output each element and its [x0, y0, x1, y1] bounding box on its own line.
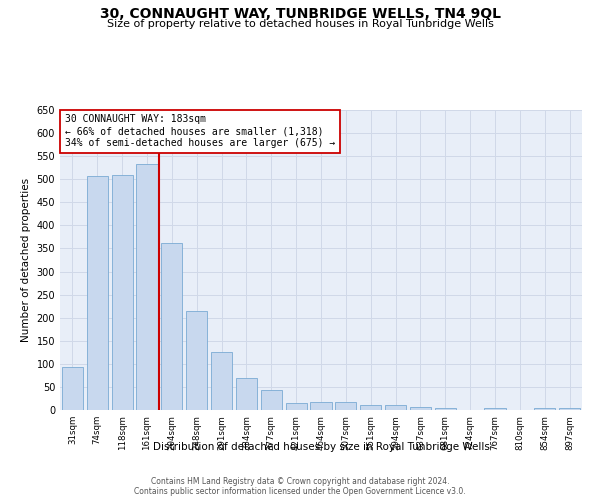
Bar — [385, 406, 406, 410]
Bar — [236, 378, 257, 410]
Bar — [360, 406, 381, 410]
Bar — [112, 175, 133, 410]
Bar — [310, 402, 332, 410]
Bar — [62, 367, 83, 410]
Y-axis label: Number of detached properties: Number of detached properties — [21, 178, 31, 342]
Text: 30, CONNAUGHT WAY, TUNBRIDGE WELLS, TN4 9QL: 30, CONNAUGHT WAY, TUNBRIDGE WELLS, TN4 … — [100, 8, 500, 22]
Bar — [186, 311, 207, 410]
Bar — [211, 352, 232, 410]
Bar — [435, 408, 456, 410]
Text: Contains public sector information licensed under the Open Government Licence v3: Contains public sector information licen… — [134, 488, 466, 496]
Text: Size of property relative to detached houses in Royal Tunbridge Wells: Size of property relative to detached ho… — [107, 19, 493, 29]
Bar — [335, 402, 356, 410]
Bar — [87, 176, 108, 410]
Bar — [559, 408, 580, 410]
Bar — [534, 408, 555, 410]
Bar — [136, 164, 158, 410]
Bar — [161, 243, 182, 410]
Bar — [484, 408, 506, 410]
Bar — [410, 407, 431, 410]
Bar — [286, 403, 307, 410]
Text: 30 CONNAUGHT WAY: 183sqm
← 66% of detached houses are smaller (1,318)
34% of sem: 30 CONNAUGHT WAY: 183sqm ← 66% of detach… — [65, 114, 335, 148]
Text: Distribution of detached houses by size in Royal Tunbridge Wells: Distribution of detached houses by size … — [152, 442, 490, 452]
Text: Contains HM Land Registry data © Crown copyright and database right 2024.: Contains HM Land Registry data © Crown c… — [151, 478, 449, 486]
Bar — [261, 390, 282, 410]
